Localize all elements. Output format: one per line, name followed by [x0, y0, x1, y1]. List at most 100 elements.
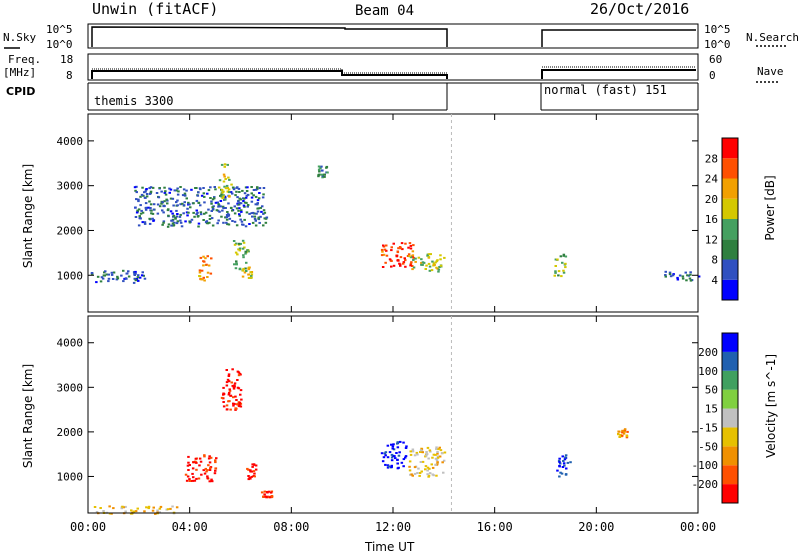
freq-label: Freq.: [8, 53, 42, 66]
echo-pixel: [425, 454, 428, 457]
echo-pixel: [168, 187, 171, 190]
echo-pixel: [560, 472, 564, 475]
echo-pixel: [201, 278, 204, 281]
echo-pixel: [207, 208, 210, 211]
echo-pixel: [437, 268, 441, 271]
echo-pixel: [224, 178, 227, 180]
echo-pixel: [241, 269, 245, 272]
echo-pixel: [384, 451, 388, 454]
echo-pixel: [240, 210, 243, 213]
echo-pixel: [320, 173, 324, 176]
echo-pixel: [241, 247, 245, 250]
echo-pixel: [231, 384, 234, 387]
echo-pixel: [227, 214, 230, 217]
echo-pixel: [150, 212, 153, 215]
echo-pixel: [562, 271, 566, 274]
echo-pixel: [224, 216, 227, 219]
echo-pixel: [617, 433, 620, 436]
echo-pixel: [220, 215, 223, 218]
echo-pixel: [393, 455, 396, 458]
echo-pixel: [222, 194, 225, 197]
echo-pixel: [147, 505, 151, 508]
echo-pixel: [214, 469, 217, 472]
echo-pixel: [234, 194, 237, 197]
echo-pixel: [197, 225, 200, 228]
echo-pixel: [185, 479, 189, 482]
colorbar-swatch: [722, 219, 738, 240]
velocity-panel: 1000 2000 3000 4000 200 100 50 15 -15 -50 -100 -200: [57, 315, 739, 515]
echo-pixel: [404, 265, 407, 268]
nave-label: Nave: [757, 65, 784, 78]
echo-pixel: [264, 221, 268, 224]
echo-pixel: [90, 272, 94, 274]
echo-pixel: [222, 207, 225, 210]
echo-pixel: [194, 187, 197, 189]
echo-pixel: [166, 202, 169, 205]
echo-pixel: [137, 274, 140, 277]
echo-pixel: [625, 435, 629, 438]
echo-pixel: [323, 175, 326, 178]
echo-pixel: [127, 275, 131, 278]
echo-pixel: [122, 280, 125, 283]
echo-pixel: [413, 454, 417, 457]
echo-pixel: [160, 190, 163, 193]
colorbar-swatch: [722, 178, 738, 199]
nsky-tick-top: 10^5: [46, 23, 73, 36]
echo-pixel: [263, 490, 267, 493]
echo-pixel: [236, 196, 239, 199]
echo-pixel: [557, 459, 561, 462]
echo-pixel: [664, 275, 667, 278]
echo-pixel: [233, 263, 236, 266]
echo-pixel: [227, 188, 231, 191]
echo-pixel: [221, 197, 224, 200]
echo-pixel: [562, 460, 565, 462]
echo-pixel: [244, 252, 247, 255]
echo-pixel: [160, 202, 163, 205]
echo-pixel: [429, 450, 432, 453]
echo-pixel: [202, 276, 205, 279]
echo-pixel: [129, 512, 133, 515]
echo-pixel: [317, 168, 321, 171]
echo-pixel: [185, 211, 189, 214]
echo-pixel: [159, 505, 163, 508]
echo-pixel: [207, 189, 211, 192]
freq-trace-2: [541, 69, 696, 79]
echo-pixel: [199, 211, 203, 214]
echo-pixel: [140, 209, 143, 212]
echo-pixel: [196, 211, 199, 214]
echo-pixel: [208, 461, 212, 464]
echo-pixel: [134, 206, 137, 209]
echo-pixel: [183, 194, 187, 197]
echo-pixel: [562, 253, 566, 256]
echo-pixel: [388, 451, 392, 454]
echo-pixel: [144, 202, 148, 205]
echo-pixel: [134, 189, 137, 192]
echo-pixel: [410, 473, 413, 476]
echo-pixel: [231, 368, 234, 371]
colorbar-tick-label: 8: [711, 254, 718, 267]
echo-pixel: [257, 197, 261, 200]
echo-pixel: [176, 204, 179, 207]
echo-pixel: [622, 432, 626, 435]
echo-pixel: [249, 469, 252, 472]
echo-pixel: [162, 220, 166, 223]
echo-pixel: [151, 217, 154, 220]
echo-pixel: [187, 211, 190, 214]
echo-pixel: [257, 217, 260, 220]
echo-pixel: [204, 467, 207, 470]
echo-pixel: [228, 389, 232, 392]
echo-pixel: [179, 186, 182, 188]
echo-pixel: [390, 466, 393, 468]
echo-pixel: [416, 453, 419, 456]
echo-pixel: [179, 221, 183, 224]
echo-pixel: [206, 222, 210, 225]
echo-pixel: [440, 452, 444, 455]
echo-pixel: [556, 258, 559, 261]
echo-pixel: [192, 461, 195, 464]
echo-pixel: [425, 451, 428, 453]
echo-pixel: [138, 276, 142, 279]
echo-pixel: [246, 204, 250, 206]
echo-pixel: [202, 469, 205, 472]
echo-pixel: [263, 217, 266, 220]
echo-pixel: [170, 219, 173, 222]
